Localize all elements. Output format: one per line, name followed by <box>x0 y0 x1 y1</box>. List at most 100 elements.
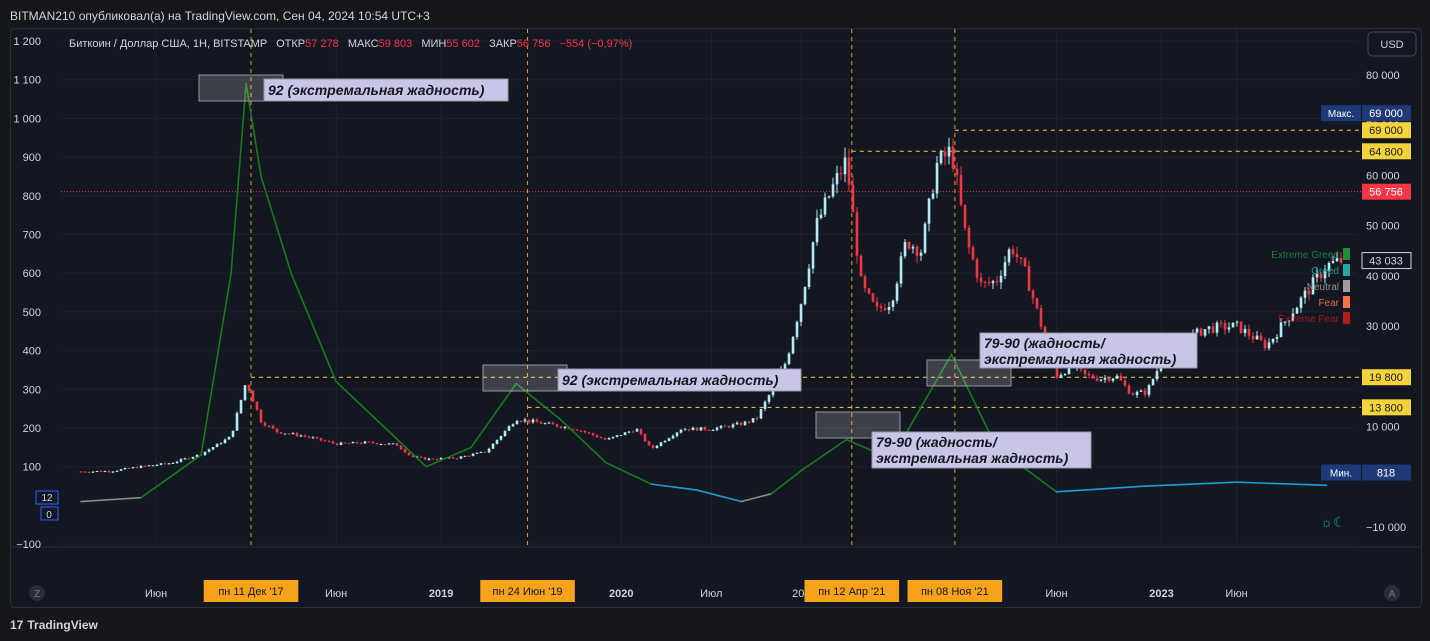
annotation-label-box <box>263 78 509 102</box>
candle-body <box>231 430 235 437</box>
left-badge-text: 12 <box>41 493 53 504</box>
brand-label: TradingView <box>27 618 98 632</box>
candle-body <box>1339 258 1343 263</box>
candle-body <box>1087 373 1091 376</box>
candle-body <box>1255 335 1259 340</box>
index-line-segment <box>140 454 202 499</box>
price-label-max: 69 000 Макс. <box>1321 105 1411 122</box>
time-badge-text: пн 12 Апр '21 <box>818 586 885 598</box>
time-tick-label: Июн <box>1045 588 1067 600</box>
extreme-tag-box <box>1321 105 1361 122</box>
candle-body <box>463 455 467 457</box>
candle-body <box>947 146 951 157</box>
candle-body <box>1195 328 1199 333</box>
candle-body <box>1115 375 1119 379</box>
candle-body <box>659 442 663 446</box>
annotation-text: 92 (экстремальная жадность) <box>562 372 779 388</box>
candle-body <box>183 458 187 460</box>
time-badge: пн 08 Ноя '21 <box>907 580 1003 602</box>
legend-change: −554 (−0,97%) <box>560 38 633 50</box>
candle-body <box>327 441 331 443</box>
candle-body <box>639 429 643 434</box>
index-level-label: Greed <box>1311 266 1339 277</box>
candle-body <box>1199 328 1203 336</box>
z-toggle-bg <box>29 585 45 601</box>
tradingview-logo[interactable]: 17 TradingView <box>10 618 98 632</box>
price-label-box <box>1362 105 1411 122</box>
price-label-yellow: 69 000 <box>1362 122 1411 139</box>
candle-body <box>799 304 803 322</box>
index-level-swatch <box>1343 264 1350 276</box>
candle-body <box>1055 364 1059 378</box>
candle-body <box>447 457 451 459</box>
chart-svg[interactable]: 92 (экстремальная жадность) 92 (экстремал… <box>11 29 1421 607</box>
candle-body <box>171 462 175 464</box>
annotation-callout[interactable]: 92 (экстремальная жадность) <box>482 364 802 392</box>
candle-body <box>87 472 91 474</box>
candle-body <box>1059 374 1063 378</box>
index-level-swatch <box>1343 280 1350 292</box>
price-label-box <box>1362 369 1411 386</box>
candle-body <box>1207 326 1211 330</box>
auto-scale-label: A <box>1389 589 1396 600</box>
candle-body <box>603 438 607 440</box>
candle-body <box>1283 321 1287 323</box>
candle-body <box>627 431 631 433</box>
candle-body <box>699 427 703 431</box>
candle-body <box>583 430 587 433</box>
sun-moon-icon[interactable]: ☼☾ <box>1320 514 1345 530</box>
candle-body <box>727 426 731 428</box>
currency-button[interactable]: USD <box>1367 31 1417 57</box>
candle-body <box>1203 329 1207 336</box>
candle-body <box>927 198 931 224</box>
index-line-segment <box>695 489 743 503</box>
time-tick-label: 2020 <box>609 588 633 600</box>
z-toggle-label: Z <box>34 589 40 600</box>
candle-body <box>511 424 515 427</box>
candle-body <box>975 259 979 278</box>
candle-body <box>1299 297 1303 308</box>
annotation-text: 92 (экстремальная жадность) <box>268 82 485 98</box>
left-tick-label: 400 <box>23 346 41 358</box>
candle-body <box>435 459 439 461</box>
annotation-callout[interactable]: 92 (экстремальная жадность) <box>198 74 509 102</box>
candle-body <box>695 427 699 431</box>
candle-body <box>275 428 279 433</box>
time-badge-text: пн 24 Июн '19 <box>493 586 563 598</box>
legend-symbol: Биткоин / Доллар США, 1Н, BITSTAMP <box>69 38 267 50</box>
annotation-callout[interactable]: 79-90 (жадность/экстремальная жадность) <box>815 411 1092 469</box>
candle-body <box>1063 373 1067 375</box>
candle-body <box>1259 335 1263 341</box>
auto-scale-toggle[interactable]: A <box>1384 585 1400 601</box>
candle-body <box>251 390 255 402</box>
z-toggle[interactable]: Z <box>29 585 45 601</box>
candle-body <box>1119 375 1123 381</box>
candle-body <box>367 441 371 443</box>
candle-body <box>439 457 443 460</box>
candle-body <box>1335 258 1339 262</box>
candle-body <box>143 465 147 467</box>
candle-body <box>663 440 667 443</box>
price-label-box <box>1362 143 1411 160</box>
candle-body <box>1123 380 1127 386</box>
candle-body <box>531 419 535 423</box>
legend-high-label: МАКС <box>348 38 379 50</box>
index-line-segment <box>800 438 848 472</box>
candle-body <box>767 395 771 402</box>
chart-panel[interactable]: 92 (экстремальная жадность) 92 (экстремал… <box>10 28 1422 608</box>
index-line-segment <box>200 272 232 456</box>
right-tick-label: 40 000 <box>1366 271 1400 283</box>
candle-body <box>611 436 615 439</box>
price-label-box <box>1362 464 1411 481</box>
index-level-swatch <box>1343 296 1350 308</box>
candle-body <box>1099 379 1103 381</box>
left-axis[interactable]: 1 200 1 100 1 000 900 800 700 600 500 400 300 200 1… <box>13 36 59 551</box>
candle-body <box>735 422 739 425</box>
candle-body <box>835 173 839 185</box>
candle-body <box>875 301 879 307</box>
price-label-yellow: 64 800 <box>1362 143 1411 160</box>
index-line-segment <box>740 492 773 503</box>
annotation-callout[interactable]: 79-90 (жадность/экстремальная жадность) <box>926 332 1198 387</box>
